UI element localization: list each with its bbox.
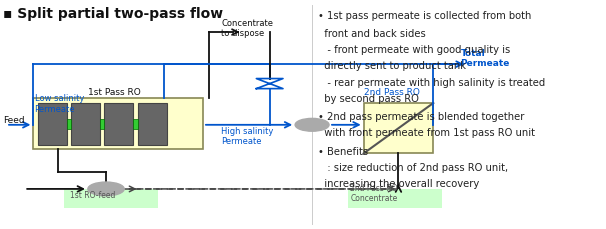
Text: Low salinity
Permeate: Low salinity Permeate: [35, 95, 84, 114]
Bar: [33, 98, 203, 149]
Circle shape: [295, 118, 329, 131]
Bar: [138, 103, 167, 145]
Text: 2nd Pass RO
Concentrate: 2nd Pass RO Concentrate: [350, 184, 398, 203]
Bar: [133, 119, 138, 129]
Text: • Benefits: • Benefits: [318, 147, 368, 157]
Bar: [364, 103, 433, 153]
Bar: [71, 103, 100, 145]
Text: Feed: Feed: [3, 116, 25, 125]
Bar: [64, 189, 158, 208]
Text: - front permeate with good quality is: - front permeate with good quality is: [318, 45, 510, 55]
Bar: [348, 189, 442, 208]
Bar: [104, 103, 133, 145]
Text: • 1st pass permeate is collected from both: • 1st pass permeate is collected from bo…: [318, 11, 531, 22]
Text: 1st RO-feed: 1st RO-feed: [70, 191, 115, 200]
Text: ▪ Split partial two-pass flow: ▪ Split partial two-pass flow: [3, 7, 223, 21]
Text: - rear permeate with high salinity is treated: - rear permeate with high salinity is tr…: [318, 78, 545, 88]
Text: : size reduction of 2nd pass RO unit,: : size reduction of 2nd pass RO unit,: [318, 163, 508, 173]
Text: with front permeate from 1st pass RO unit: with front permeate from 1st pass RO uni…: [318, 128, 535, 138]
Bar: [38, 103, 67, 145]
Text: increasing the overall recovery: increasing the overall recovery: [318, 179, 479, 189]
Text: front and back sides: front and back sides: [318, 29, 426, 39]
Bar: [100, 119, 104, 129]
Text: by second pass RO: by second pass RO: [318, 94, 419, 104]
Text: 2nd Pass RO: 2nd Pass RO: [364, 88, 419, 97]
Circle shape: [88, 182, 124, 196]
Text: • 2nd pass permeate is blended together: • 2nd pass permeate is blended together: [318, 112, 525, 122]
Text: High salinity
Permeate: High salinity Permeate: [221, 127, 273, 146]
Text: 1st Pass RO: 1st Pass RO: [88, 88, 141, 97]
Bar: [67, 119, 71, 129]
Text: directly sent to product tank: directly sent to product tank: [318, 61, 466, 71]
Text: Concentrate
to dispose: Concentrate to dispose: [221, 19, 273, 38]
Text: Total
Permeate: Total Permeate: [461, 49, 510, 68]
